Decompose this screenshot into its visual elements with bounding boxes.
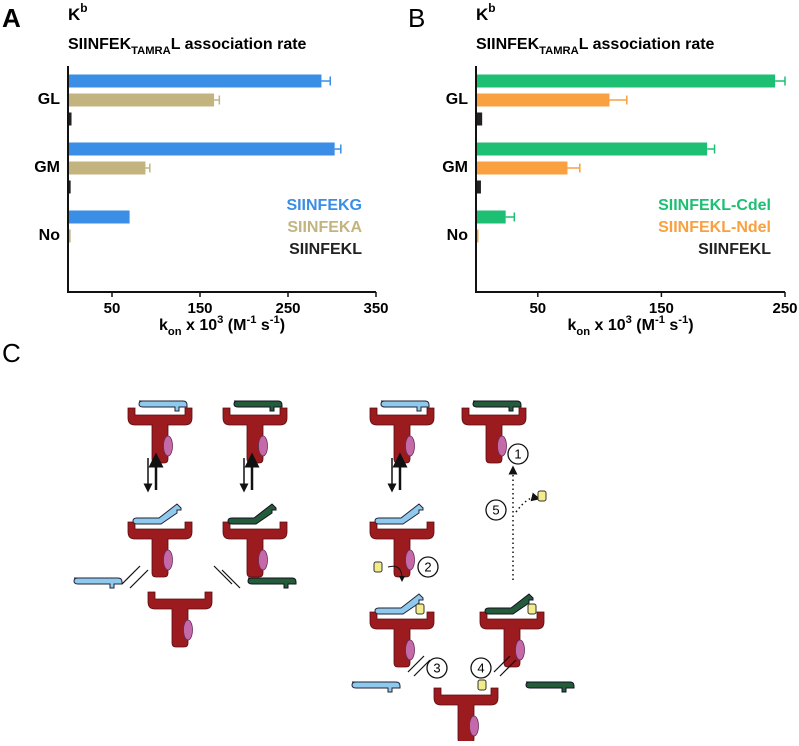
legend-label: SIINFEKL-Cdel bbox=[658, 197, 771, 214]
x-tick-label: 50 bbox=[529, 300, 546, 317]
bar bbox=[476, 229, 479, 243]
text-part: on bbox=[576, 326, 590, 338]
step-label: 2 bbox=[424, 559, 431, 574]
text-part: L association rate bbox=[579, 36, 715, 53]
axis-line bbox=[475, 66, 785, 293]
text-part: s bbox=[256, 317, 269, 334]
chart: Kb SIINFEKTAMRAL association rate kon x 10… bbox=[442, 1, 797, 338]
text-part: ) bbox=[280, 317, 285, 334]
x-tick-label: 50 bbox=[104, 300, 121, 317]
x-tick-label: 150 bbox=[649, 300, 674, 317]
y-tick-label: No bbox=[447, 227, 469, 244]
text-part: SIINFEK bbox=[476, 36, 540, 53]
y-tick-label: No bbox=[39, 227, 61, 244]
legend-label: SIINFEKA bbox=[287, 219, 362, 236]
error-bar bbox=[214, 95, 221, 105]
y-tick-label: GL bbox=[38, 91, 60, 108]
chart: Kb SIINFEKTAMRAL association rate kon x 10… bbox=[34, 1, 388, 338]
bar bbox=[476, 74, 776, 88]
text-part: -1 bbox=[270, 314, 280, 326]
text-part: TAMRA bbox=[539, 45, 579, 57]
error-bar bbox=[334, 144, 342, 154]
chart-subtitle: SIINFEKTAMRAL association rate bbox=[476, 36, 715, 57]
title-text: K bbox=[476, 5, 489, 24]
chart-subtitle: SIINFEKTAMRAL association rate bbox=[68, 36, 307, 57]
legend-label: SIINFEKL bbox=[289, 241, 362, 258]
y-tick-label: GM bbox=[34, 159, 60, 176]
legend-label: SIINFEKL bbox=[698, 241, 771, 258]
bar bbox=[68, 112, 72, 126]
text-part: k bbox=[159, 317, 168, 334]
text-part: x 10 bbox=[590, 317, 626, 334]
step-label: 3 bbox=[433, 660, 440, 675]
error-bar bbox=[775, 76, 786, 86]
panel-label: B bbox=[408, 3, 425, 33]
axis-line bbox=[67, 66, 376, 293]
bar bbox=[476, 210, 506, 224]
text-part: 3 bbox=[217, 314, 223, 326]
text-part: 3 bbox=[626, 314, 632, 326]
text-part: (M bbox=[632, 317, 655, 334]
x-axis-label: kon x 103 (M-1 s-1) bbox=[567, 314, 693, 338]
bar bbox=[68, 93, 215, 107]
title-superscript: b bbox=[80, 1, 87, 15]
bar bbox=[68, 210, 130, 224]
panel-label: C bbox=[2, 338, 21, 368]
error-bar bbox=[145, 163, 151, 173]
text-part: on bbox=[168, 326, 182, 338]
text-part: TAMRA bbox=[131, 45, 171, 57]
text-part: ) bbox=[688, 317, 693, 334]
mechanism-diagram: 1 2 3 4 5 bbox=[73, 400, 575, 744]
error-bar bbox=[505, 212, 516, 222]
title-text: K bbox=[68, 5, 81, 24]
step-label: 5 bbox=[492, 502, 499, 517]
x-tick-label: 250 bbox=[772, 300, 797, 317]
bar bbox=[68, 229, 71, 243]
bar bbox=[476, 180, 481, 194]
error-bar bbox=[321, 76, 331, 86]
y-tick-label: GM bbox=[442, 159, 468, 176]
text-part: -1 bbox=[678, 314, 688, 326]
text-part: -1 bbox=[246, 314, 256, 326]
bar bbox=[476, 142, 708, 156]
text-part: -1 bbox=[655, 314, 665, 326]
step-label: 4 bbox=[477, 660, 484, 675]
text-part: x 10 bbox=[182, 317, 218, 334]
bar bbox=[476, 93, 610, 107]
bar bbox=[68, 180, 71, 194]
legend-label: SIINFEKL-Ndel bbox=[658, 219, 771, 236]
text-part: s bbox=[665, 317, 678, 334]
bar bbox=[68, 74, 322, 88]
panel-label: A bbox=[2, 3, 21, 33]
x-tick-label: 150 bbox=[187, 300, 212, 317]
text-part: L association rate bbox=[171, 36, 307, 53]
x-tick-label: 250 bbox=[275, 300, 300, 317]
chart-title: Kb bbox=[68, 1, 88, 24]
chart-title: Kb bbox=[476, 1, 496, 24]
error-bar bbox=[567, 163, 581, 173]
y-tick-label: GL bbox=[446, 91, 468, 108]
error-bar bbox=[707, 144, 716, 154]
x-tick-label: 350 bbox=[363, 300, 388, 317]
bar bbox=[68, 142, 335, 156]
x-axis-label: kon x 103 (M-1 s-1) bbox=[159, 314, 285, 338]
step-label: 1 bbox=[514, 446, 521, 461]
bar bbox=[476, 161, 568, 175]
legend-label: SIINFEKG bbox=[286, 197, 362, 214]
bar bbox=[476, 112, 483, 126]
title-superscript: b bbox=[488, 1, 495, 15]
error-bar bbox=[609, 95, 628, 105]
text-part: k bbox=[567, 317, 576, 334]
bar bbox=[68, 161, 146, 175]
text-part: (M bbox=[223, 317, 246, 334]
text-part: SIINFEK bbox=[68, 36, 132, 53]
